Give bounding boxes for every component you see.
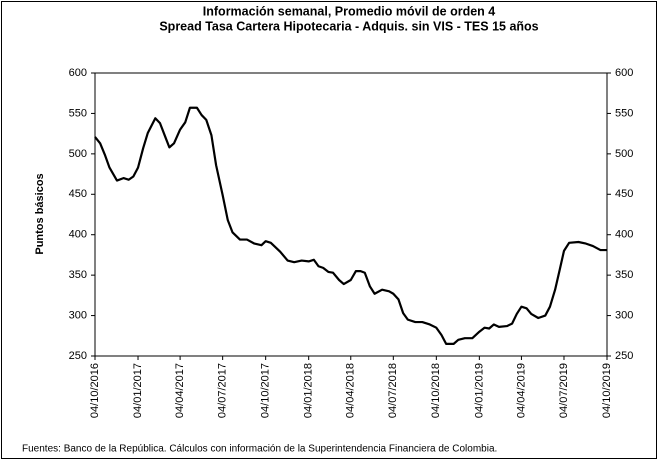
x-tick-label: 04/10/2019 xyxy=(601,363,613,418)
y2-tick-label: 400 xyxy=(615,229,633,241)
y-axis-label: Puntos básicos xyxy=(34,173,46,254)
x-tick-label: 04/01/2018 xyxy=(303,363,315,418)
y2-tick-label: 450 xyxy=(615,188,633,200)
y2-tick-label: 600 xyxy=(615,67,633,79)
y2-tick-label: 500 xyxy=(615,148,633,160)
y-tick-label: 500 xyxy=(69,148,87,160)
x-tick-label: 04/04/2018 xyxy=(345,363,357,418)
x-tick-label: 04/10/2016 xyxy=(89,363,101,418)
x-tick-label: 04/10/2018 xyxy=(430,363,442,418)
y2-tick-label: 550 xyxy=(615,107,633,119)
y-tick-label: 300 xyxy=(69,309,87,321)
x-tick-label: 04/04/2017 xyxy=(174,363,186,418)
chart-subtitle: Spread Tasa Cartera Hipotecaria - Adquis… xyxy=(159,19,538,33)
y-tick-label: 400 xyxy=(69,229,87,241)
source-note: Fuentes: Banco de la República. Cálculos… xyxy=(22,444,497,455)
y-tick-label: 250 xyxy=(69,350,87,362)
x-tick-label: 04/07/2017 xyxy=(217,363,229,418)
line-series xyxy=(94,106,607,345)
x-tick-label: 04/10/2017 xyxy=(260,363,272,418)
x-tick-label: 04/07/2019 xyxy=(558,363,570,418)
y-tick-label: 600 xyxy=(69,67,87,79)
chart-title: Información semanal, Promedio móvil de o… xyxy=(203,4,495,18)
y-tick-label: 550 xyxy=(69,107,87,119)
x-tick-label: 04/01/2019 xyxy=(473,363,485,418)
x-tick-label: 04/07/2018 xyxy=(387,363,399,418)
x-tick-label: 04/01/2017 xyxy=(132,363,144,418)
x-tick-label: 04/04/2019 xyxy=(515,363,527,418)
y-tick-label: 350 xyxy=(69,269,87,281)
y2-tick-label: 300 xyxy=(615,309,633,321)
y-tick-label: 450 xyxy=(69,188,87,200)
y2-tick-label: 250 xyxy=(615,350,633,362)
y2-tick-label: 350 xyxy=(615,269,633,281)
